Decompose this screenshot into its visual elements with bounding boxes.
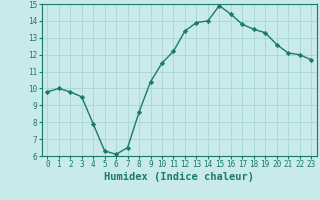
X-axis label: Humidex (Indice chaleur): Humidex (Indice chaleur) [104,172,254,182]
